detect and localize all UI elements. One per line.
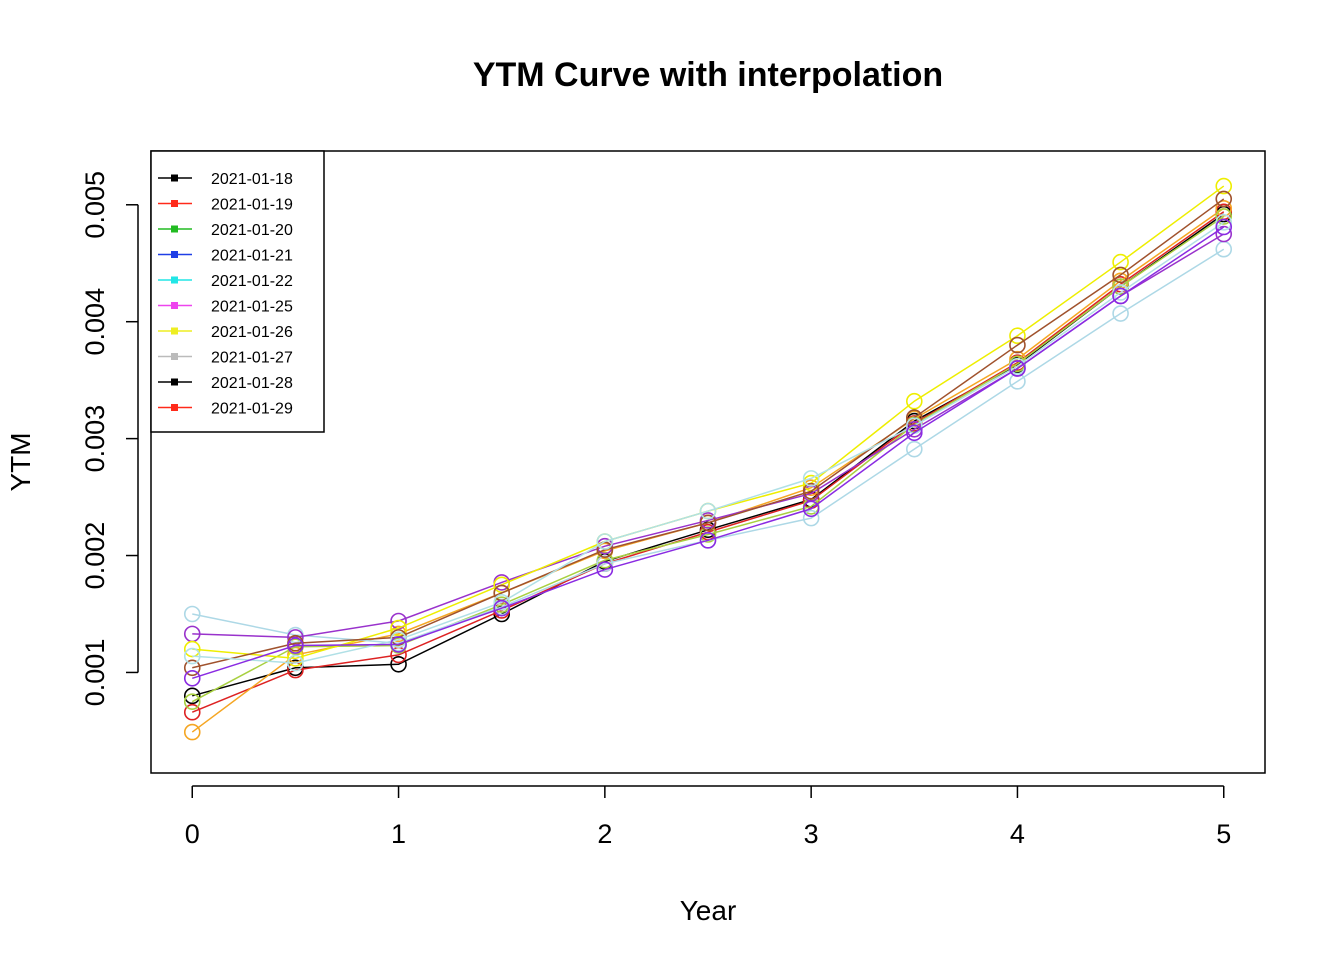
legend-marker — [171, 200, 178, 207]
series-line — [192, 226, 1225, 680]
legend-label: 2021-01-22 — [211, 273, 293, 290]
x-tick-label: 0 — [185, 819, 200, 849]
series-point — [1215, 199, 1233, 217]
legend-marker — [171, 276, 178, 284]
series-point — [183, 647, 201, 665]
legend-label: 2021-01-20 — [211, 222, 293, 239]
series-point — [390, 631, 407, 649]
series-point — [1215, 190, 1233, 208]
series-point — [802, 470, 820, 487]
series-point — [699, 514, 717, 532]
series-line — [192, 198, 1225, 669]
series-point — [183, 703, 201, 721]
series-point — [1112, 253, 1129, 271]
series-point — [1215, 225, 1233, 243]
series-point — [183, 605, 201, 623]
series — [183, 218, 1233, 687]
legend-marker — [171, 378, 178, 386]
y-tick-label: 0.002 — [80, 522, 110, 590]
series-point — [1215, 208, 1233, 225]
series-point — [905, 440, 923, 458]
series-point — [493, 594, 511, 611]
legend-box — [150, 150, 325, 433]
legend-label: 2021-01-19 — [211, 197, 293, 214]
legend-label: 2021-01-21 — [211, 248, 293, 265]
y-axis: 0.001 0.002 0.003 0.004 0.005 — [80, 171, 139, 707]
series-point — [699, 526, 717, 543]
series-point — [1112, 266, 1129, 284]
series-point — [183, 693, 201, 710]
series-point — [183, 659, 201, 677]
series-point — [699, 532, 717, 549]
y-tick-label: 0.003 — [80, 405, 110, 473]
series-point — [287, 654, 304, 672]
x-axis-label: Year — [680, 895, 737, 926]
series-point — [1215, 214, 1233, 231]
x-axis: 0 1 2 3 4 5 — [185, 785, 1231, 849]
legend-label: 2021-01-26 — [211, 324, 293, 341]
y-tick-label: 0.001 — [80, 639, 110, 707]
series-point — [1112, 305, 1129, 322]
series-point — [1215, 218, 1233, 236]
legend-label: 2021-01-25 — [211, 299, 293, 316]
series-point — [287, 637, 304, 654]
series-point — [699, 502, 717, 520]
series-point — [1009, 336, 1026, 354]
series-point — [596, 561, 614, 578]
legend-label: 2021-01-28 — [211, 375, 293, 392]
series-line — [191, 215, 1225, 703]
y-tick-label: 0.004 — [80, 288, 110, 356]
series-point — [1009, 360, 1026, 377]
series-point — [596, 533, 614, 550]
y-axis-label: YTM — [5, 432, 36, 491]
series-point — [390, 619, 407, 637]
legend-marker — [171, 327, 178, 335]
x-tick-label: 1 — [391, 819, 406, 849]
legend-marker — [171, 174, 178, 182]
legend-marker — [171, 353, 178, 360]
series-point — [1215, 177, 1233, 195]
series-point — [802, 482, 820, 500]
series-point — [1112, 287, 1129, 305]
legend-marker — [171, 404, 178, 411]
legend-marker — [171, 225, 178, 233]
legend-marker — [171, 251, 178, 258]
series-layer — [183, 177, 1233, 741]
legend-label: 2021-01-29 — [211, 401, 293, 418]
series-point — [802, 500, 820, 518]
series-point — [905, 424, 923, 442]
series-point — [183, 669, 201, 687]
series-point — [905, 392, 923, 410]
x-tick-label: 5 — [1216, 819, 1231, 849]
series-line — [192, 221, 1225, 664]
legend: 2021-01-18 2021-01-19 2021-01-20 2021-01-21… — [150, 150, 325, 433]
series-point — [390, 655, 407, 673]
y-tick-label: 0.005 — [80, 171, 110, 239]
series-point — [802, 509, 820, 527]
series-point — [390, 636, 407, 653]
series-point — [1009, 327, 1026, 345]
legend-label: 2021-01-27 — [211, 350, 293, 367]
series-point — [183, 723, 201, 741]
series-point — [493, 599, 511, 617]
plot-frame — [150, 150, 1266, 774]
series-point — [596, 555, 614, 573]
legend-label: 2021-01-18 — [211, 171, 293, 188]
x-tick-label: 2 — [597, 819, 612, 849]
legend-marker — [171, 302, 178, 309]
chart-title: YTM Curve with interpolation — [473, 56, 943, 94]
x-tick-label: 3 — [804, 819, 819, 849]
series-point — [183, 687, 201, 705]
x-tick-label: 4 — [1010, 819, 1025, 849]
